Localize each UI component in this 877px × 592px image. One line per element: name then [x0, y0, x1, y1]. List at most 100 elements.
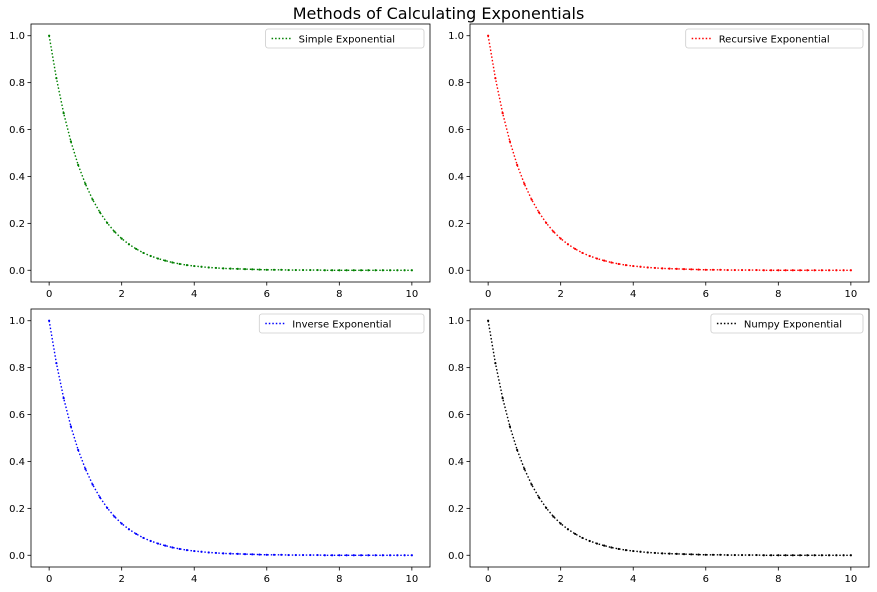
x-tick-label: 8 [336, 289, 342, 300]
data-point [77, 163, 80, 167]
data-point [552, 515, 555, 518]
y-tick-label: 0.2 [448, 504, 464, 515]
data-point [367, 269, 370, 272]
data-point [309, 553, 312, 557]
data-point [632, 264, 635, 268]
data-point [214, 551, 218, 555]
data-point [251, 268, 254, 271]
y-tick-label: 0.6 [448, 125, 464, 136]
legend-box [710, 313, 864, 334]
data-point [559, 237, 562, 240]
data-point [588, 539, 591, 543]
data-point [755, 268, 758, 272]
data-point [748, 268, 751, 272]
data-point [762, 554, 765, 557]
data-point [301, 268, 305, 272]
data-point [280, 268, 283, 271]
chart-panel-4: 0 2 4 6 8 10 0.0 0.2 0.4 0.6 0.8 1.0 Numpy Exponenti… [448, 308, 870, 585]
chart-panel-3: 0 2 4 6 8 10 0.0 0.2 0.4 0.6 0.8 1.0 Inverse Exponen… [9, 308, 431, 585]
data-point [330, 269, 334, 272]
data-point [98, 211, 102, 214]
data-point [501, 397, 504, 400]
data-point [740, 553, 744, 557]
data-point [91, 198, 94, 201]
y-tick-label: 0.0 [448, 266, 464, 277]
figure-title: Methods of Calculating Exponentials [292, 4, 585, 23]
x-tick-label: 6 [703, 574, 709, 585]
data-point [574, 532, 577, 536]
data-point [113, 230, 116, 233]
data-point [410, 554, 413, 557]
y-tick-label: 0.6 [9, 125, 25, 136]
data-point [359, 554, 363, 557]
data-point [508, 425, 511, 428]
data-point [178, 262, 181, 266]
data-point [762, 269, 765, 272]
data-point [48, 319, 51, 322]
axes-frame [469, 23, 870, 283]
data-point [574, 247, 577, 251]
data-point [222, 552, 225, 555]
data-point [149, 539, 152, 543]
data-point [98, 496, 102, 499]
y-tick-label: 0.6 [9, 410, 25, 421]
data-point [726, 553, 729, 557]
data-point [316, 268, 319, 272]
data-point [62, 112, 65, 115]
data-point [156, 257, 160, 260]
data-point [345, 269, 348, 272]
data-point [537, 496, 541, 499]
data-point [552, 230, 555, 233]
data-point [338, 269, 341, 272]
data-point [207, 551, 210, 554]
y-tick-label: 0.0 [9, 551, 25, 562]
data-point [545, 506, 548, 509]
data-point [214, 266, 218, 270]
x-tick-label: 0 [46, 574, 52, 585]
data-point [381, 554, 384, 557]
data-point [595, 257, 599, 260]
data-point [265, 553, 268, 556]
data-point [849, 269, 852, 272]
data-point [396, 554, 399, 557]
x-tick-label: 6 [264, 574, 270, 585]
data-point [610, 261, 613, 264]
legend-label: Numpy Exponential [744, 320, 842, 331]
y-tick-label: 0.2 [448, 219, 464, 230]
data-point [516, 163, 519, 167]
data-point [84, 467, 87, 471]
data-point [508, 140, 511, 143]
data-point [719, 268, 722, 271]
data-point [55, 77, 58, 80]
data-point [287, 268, 290, 272]
series-line [48, 320, 412, 556]
data-point [84, 182, 87, 186]
data-point [77, 448, 80, 452]
data-point [704, 268, 707, 271]
data-point [374, 554, 377, 557]
data-point [330, 554, 334, 557]
data-point [258, 268, 261, 271]
x-tick-label: 2 [118, 574, 124, 585]
data-point [193, 264, 196, 268]
data-point [530, 198, 533, 201]
data-point [682, 553, 686, 556]
data-point [367, 554, 370, 557]
data-point [813, 554, 816, 557]
data-point [523, 467, 526, 471]
data-point [777, 269, 780, 272]
data-point [639, 550, 642, 553]
data-point [595, 542, 599, 545]
data-point [359, 269, 363, 272]
data-point [719, 553, 722, 556]
data-point [682, 268, 686, 271]
data-point [236, 552, 239, 555]
data-point [632, 549, 635, 553]
x-tick-label: 6 [703, 289, 709, 300]
data-point [610, 546, 613, 549]
data-point [711, 268, 715, 271]
x-tick-label: 6 [264, 289, 270, 300]
data-point [668, 267, 671, 270]
data-point [113, 515, 116, 518]
